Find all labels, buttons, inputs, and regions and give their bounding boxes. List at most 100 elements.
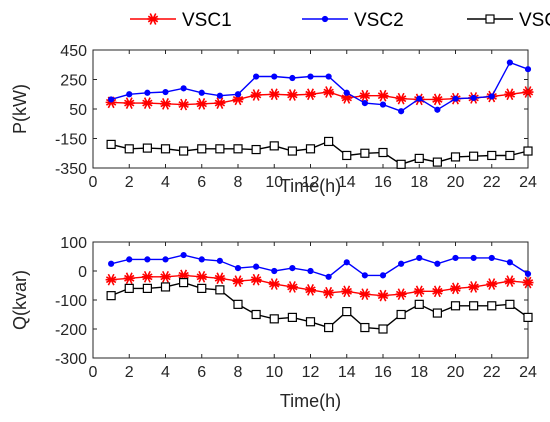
y-tick-label: 100 <box>60 235 87 252</box>
data-point-vsc2 <box>343 259 350 266</box>
data-point-vsc2 <box>162 256 169 263</box>
data-point-vsc1 <box>232 93 244 106</box>
y-tick-label: 250 <box>60 73 87 90</box>
x-tick-label: 0 <box>89 174 98 191</box>
data-point-vsc3 <box>305 317 316 327</box>
data-point-vsc1 <box>286 281 298 293</box>
data-point-vsc1 <box>160 97 171 110</box>
data-point-vsc3 <box>324 136 334 147</box>
data-point-vsc1 <box>377 289 389 302</box>
data-point-vsc3 <box>160 144 171 154</box>
data-point-vsc3 <box>106 291 116 301</box>
x-tick-label: 14 <box>338 364 356 381</box>
data-point-vsc3 <box>233 144 243 154</box>
legend-item-vsc3: VSC3 <box>467 10 550 31</box>
data-point-vsc2 <box>108 96 115 103</box>
x-tick-label: 8 <box>234 174 243 191</box>
data-point-vsc3 <box>360 322 370 333</box>
x-tick-label: 16 <box>374 364 392 381</box>
x-tick-label: 4 <box>161 174 170 191</box>
x-axis-label: Time(h) <box>280 176 341 196</box>
data-point-vsc1 <box>286 89 298 101</box>
x-tick-label: 22 <box>483 174 501 191</box>
legend-item-vsc1: VSC1 <box>130 10 232 31</box>
data-point-vsc2 <box>108 260 115 267</box>
data-point-vsc2 <box>452 95 459 102</box>
data-point-vsc2 <box>162 88 169 96</box>
data-point-vsc1 <box>305 283 316 296</box>
data-point-vsc2 <box>379 101 387 108</box>
y-tick-label: -200 <box>55 322 87 339</box>
data-point-vsc3 <box>523 312 533 322</box>
data-point-vsc2 <box>506 59 513 66</box>
x-tick-label: 2 <box>125 364 134 381</box>
data-point-vsc1 <box>268 278 280 290</box>
x-tick-label: 0 <box>89 364 98 381</box>
data-point-vsc1 <box>468 281 480 293</box>
data-point-vsc3 <box>106 139 116 149</box>
data-point-vsc1 <box>214 97 226 109</box>
data-point-vsc2 <box>234 265 242 272</box>
data-point-vsc1 <box>160 270 171 283</box>
data-point-vsc3 <box>287 312 297 322</box>
data-point-vsc1 <box>268 88 280 101</box>
data-point-vsc1 <box>232 275 244 288</box>
data-point-vsc3 <box>215 285 225 295</box>
data-point-vsc3 <box>378 147 388 158</box>
data-point-vsc1 <box>359 89 371 102</box>
data-point-vsc2 <box>289 265 296 272</box>
data-point-vsc2 <box>416 254 423 262</box>
x-tick-label: 8 <box>234 364 243 381</box>
data-point-vsc3 <box>233 299 243 309</box>
data-point-vsc3 <box>287 146 297 156</box>
y-tick-label: 0 <box>78 264 87 281</box>
x-axis-label: Time(h) <box>280 391 341 411</box>
legend-label-vsc2: VSC2 <box>354 10 404 31</box>
data-point-vsc3 <box>197 144 207 154</box>
data-point-vsc2 <box>343 89 350 96</box>
data-point-vsc2 <box>234 91 242 98</box>
data-point-vsc2 <box>289 74 296 82</box>
y-axis-label: Q(kvar) <box>10 270 30 330</box>
data-point-vsc1 <box>522 276 534 289</box>
x-tick-label: 24 <box>519 174 537 191</box>
data-point-vsc3 <box>505 299 515 309</box>
x-tick-label: 18 <box>410 364 428 381</box>
data-point-vsc3 <box>432 308 442 318</box>
data-point-vsc3 <box>142 143 152 153</box>
data-point-vsc1 <box>341 285 353 298</box>
data-point-vsc2 <box>470 254 477 262</box>
x-tick-label: 20 <box>447 364 465 381</box>
x-tick-label: 4 <box>161 364 170 381</box>
data-point-vsc2 <box>488 254 495 262</box>
data-point-vsc3 <box>269 314 279 324</box>
data-point-vsc1 <box>504 275 516 288</box>
data-point-vsc2 <box>198 89 205 96</box>
x-tick-label: 2 <box>125 174 134 191</box>
x-tick-label: 24 <box>519 364 537 381</box>
data-point-vsc2 <box>398 260 405 267</box>
series-vsc2 <box>108 251 532 280</box>
data-point-vsc3 <box>179 278 189 288</box>
y-tick-label: -350 <box>55 161 87 178</box>
data-point-vsc2 <box>506 259 513 266</box>
data-point-vsc1 <box>196 270 208 283</box>
data-point-vsc2 <box>524 66 532 73</box>
data-point-vsc3 <box>324 322 334 333</box>
data-point-vsc2 <box>416 95 423 102</box>
data-point-vsc3 <box>342 307 352 317</box>
data-point-vsc1 <box>250 273 262 286</box>
data-point-vsc3 <box>523 146 533 156</box>
data-point-vsc3 <box>487 301 497 311</box>
data-point-vsc2 <box>434 106 441 113</box>
x-tick-label: 16 <box>374 174 392 191</box>
data-point-vsc1 <box>341 92 353 104</box>
data-point-vsc1 <box>214 272 226 285</box>
data-point-vsc2 <box>361 100 368 107</box>
data-point-vsc3 <box>342 150 352 161</box>
data-point-vsc2 <box>488 93 495 100</box>
data-point-vsc2 <box>361 272 368 279</box>
data-point-vsc2 <box>470 94 477 102</box>
data-point-vsc2 <box>379 272 387 279</box>
data-point-vsc1 <box>486 278 498 290</box>
